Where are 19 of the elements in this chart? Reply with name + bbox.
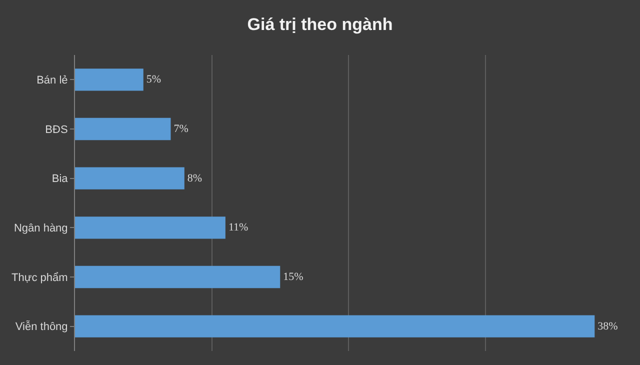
y-tick-label: BĐS: [45, 124, 68, 136]
data-label: 7%: [174, 123, 188, 135]
y-tick-label: Ngân hàng: [14, 222, 68, 235]
data-label: 38%: [598, 320, 618, 332]
data-label: 11%: [228, 222, 248, 234]
bar: [75, 68, 144, 91]
bar: [75, 315, 595, 338]
bar: [75, 266, 280, 288]
bar: [75, 216, 226, 239]
y-tick-label: Thực phẩm: [12, 272, 68, 284]
bar: [75, 118, 171, 140]
bar: [75, 167, 184, 190]
data-label: 15%: [283, 271, 304, 283]
data-label: 5%: [146, 74, 162, 86]
chart-title: Giá trị theo ngành: [247, 15, 393, 34]
y-tick-label: Bia: [52, 173, 69, 186]
y-tick-label: Viễn thông: [15, 320, 68, 334]
y-tick-label: Bán lẻ: [36, 74, 68, 87]
data-label: 8%: [187, 172, 202, 184]
